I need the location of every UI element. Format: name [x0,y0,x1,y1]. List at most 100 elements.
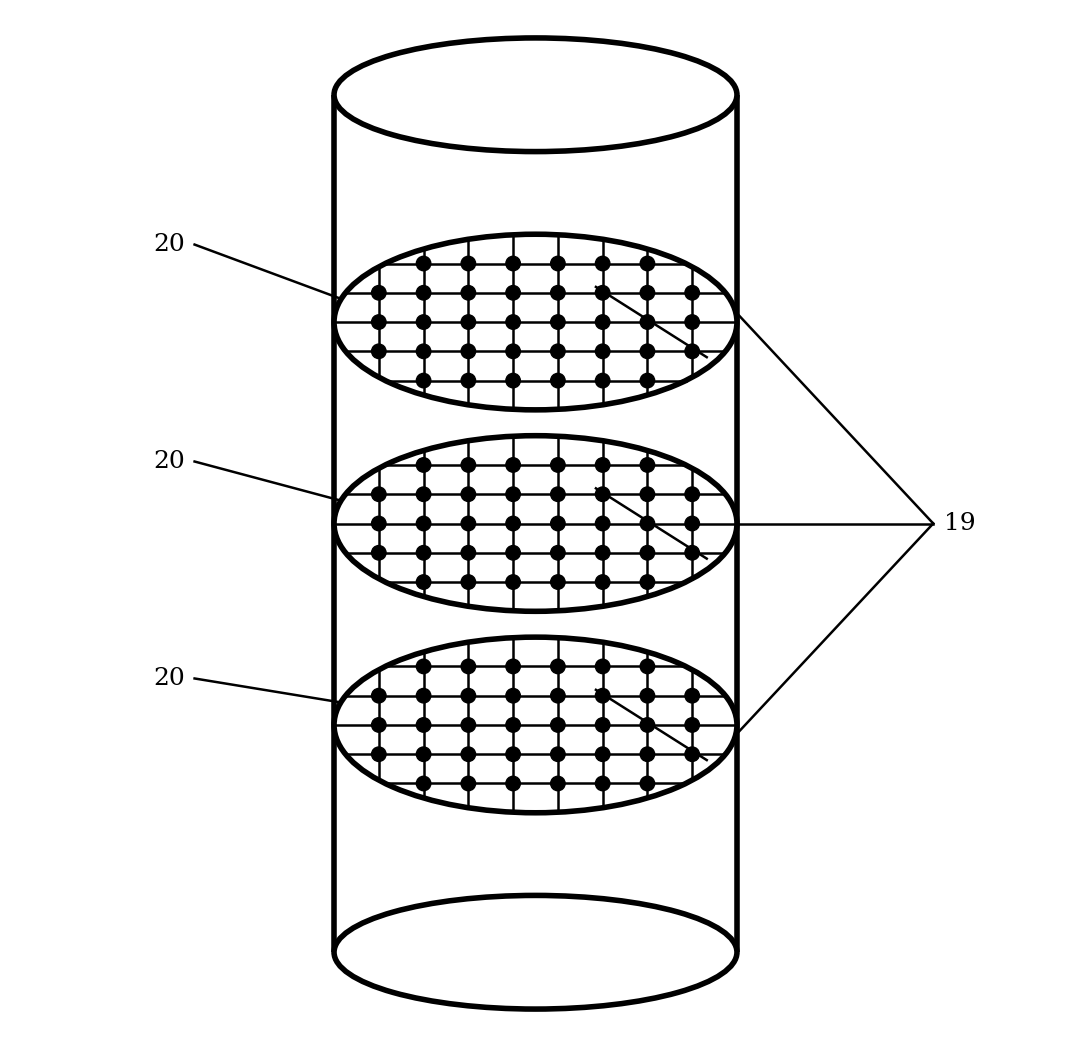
Circle shape [640,487,654,502]
Circle shape [550,747,565,761]
Circle shape [595,747,609,761]
Circle shape [417,257,431,271]
Circle shape [506,257,521,271]
Circle shape [595,257,609,271]
Circle shape [550,516,565,531]
Circle shape [417,575,431,589]
Circle shape [506,545,521,560]
Circle shape [640,516,654,531]
Circle shape [372,315,386,329]
Circle shape [595,689,609,703]
Circle shape [640,257,654,271]
Circle shape [595,344,609,358]
Circle shape [595,516,609,531]
Circle shape [462,315,476,329]
Circle shape [417,718,431,732]
Text: 20: 20 [153,233,185,257]
Circle shape [550,575,565,589]
Circle shape [462,286,476,300]
Circle shape [506,575,521,589]
Circle shape [506,286,521,300]
Circle shape [417,374,431,387]
Circle shape [417,516,431,531]
Circle shape [506,660,521,673]
Circle shape [550,374,565,387]
Ellipse shape [334,895,737,1009]
Circle shape [550,776,565,790]
Circle shape [417,458,431,472]
Ellipse shape [334,38,737,152]
Circle shape [550,286,565,300]
Circle shape [685,487,699,502]
Circle shape [595,374,609,387]
Circle shape [685,718,699,732]
Ellipse shape [334,638,737,812]
Text: 20: 20 [153,667,185,690]
Circle shape [506,689,521,703]
Circle shape [462,689,476,703]
Circle shape [640,689,654,703]
Circle shape [640,660,654,673]
Circle shape [506,776,521,790]
Circle shape [417,747,431,761]
Circle shape [462,747,476,761]
Circle shape [506,487,521,502]
Circle shape [640,575,654,589]
Circle shape [462,487,476,502]
Circle shape [417,344,431,358]
Circle shape [640,776,654,790]
Circle shape [640,747,654,761]
Circle shape [506,374,521,387]
Circle shape [462,575,476,589]
Circle shape [595,458,609,472]
Circle shape [462,374,476,387]
Circle shape [595,286,609,300]
Circle shape [640,458,654,472]
Circle shape [685,747,699,761]
Circle shape [595,487,609,502]
Circle shape [506,747,521,761]
Ellipse shape [334,436,737,611]
Circle shape [685,516,699,531]
Circle shape [506,315,521,329]
Circle shape [550,458,565,472]
Circle shape [640,545,654,560]
Circle shape [506,344,521,358]
Circle shape [372,286,386,300]
Circle shape [462,660,476,673]
Circle shape [372,747,386,761]
Circle shape [372,718,386,732]
Circle shape [685,344,699,358]
Circle shape [550,344,565,358]
Circle shape [506,516,521,531]
Circle shape [550,257,565,271]
Circle shape [595,776,609,790]
Text: 19: 19 [944,512,976,535]
Circle shape [417,660,431,673]
Circle shape [462,776,476,790]
Circle shape [595,545,609,560]
Circle shape [550,660,565,673]
Circle shape [685,545,699,560]
Circle shape [417,545,431,560]
Circle shape [550,487,565,502]
Circle shape [417,776,431,790]
Circle shape [685,286,699,300]
Circle shape [640,315,654,329]
Circle shape [462,458,476,472]
Circle shape [372,487,386,502]
Circle shape [685,315,699,329]
Circle shape [417,315,431,329]
Circle shape [550,315,565,329]
Circle shape [595,660,609,673]
Circle shape [595,315,609,329]
Circle shape [595,718,609,732]
Circle shape [372,545,386,560]
Circle shape [640,718,654,732]
Circle shape [462,718,476,732]
Circle shape [685,689,699,703]
Circle shape [462,257,476,271]
Circle shape [462,344,476,358]
Circle shape [640,286,654,300]
Circle shape [372,689,386,703]
